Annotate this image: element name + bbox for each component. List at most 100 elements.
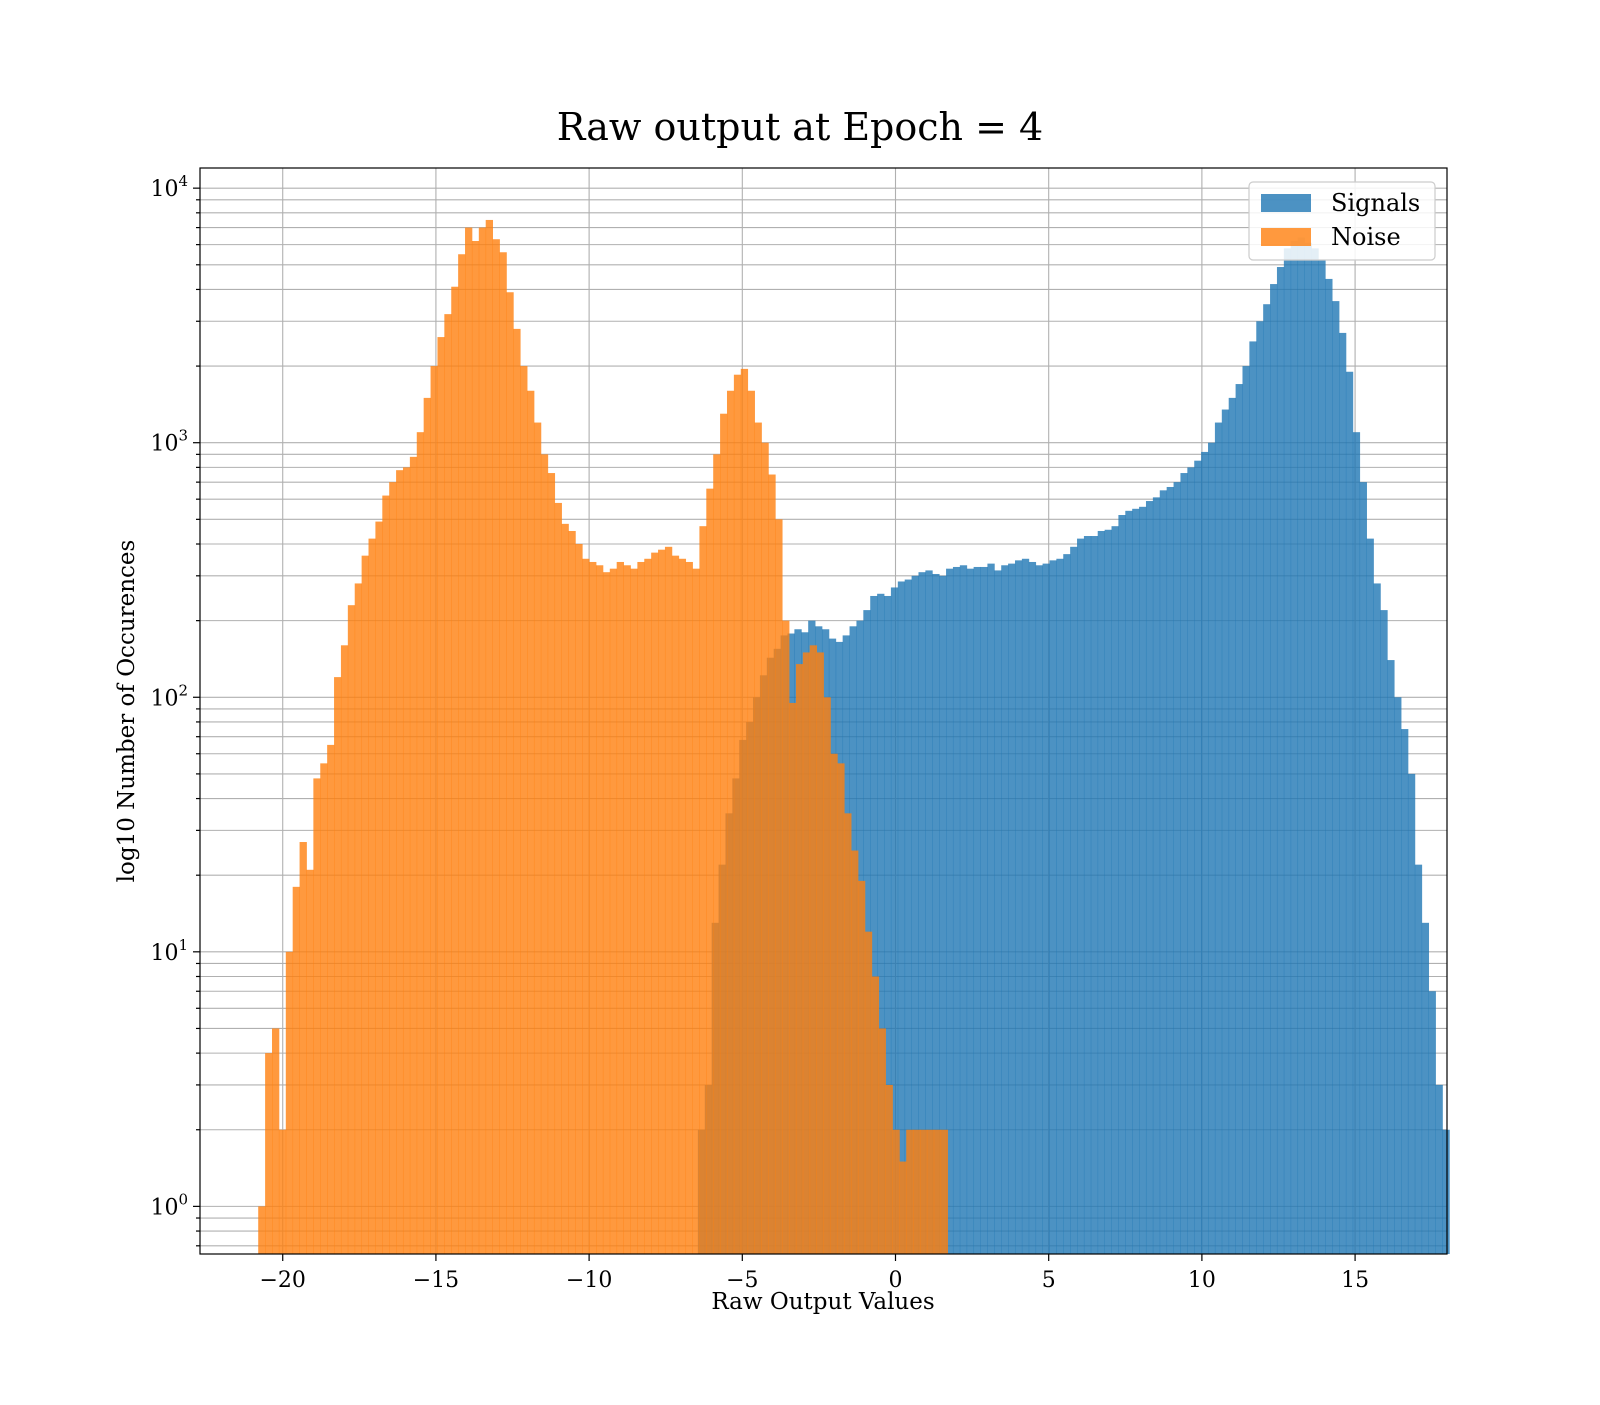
bar-noise [527, 390, 535, 1255]
bar-signals [1276, 267, 1285, 1254]
bar-signals [1070, 546, 1078, 1254]
bar-signals [1401, 729, 1409, 1254]
chart-title: Raw output at Epoch = 4 [557, 105, 1043, 149]
bar-noise [478, 227, 487, 1255]
bar-noise [899, 1161, 907, 1254]
bar-noise [844, 813, 852, 1254]
bar-signals [1083, 536, 1092, 1254]
bar-noise [596, 565, 604, 1254]
bar-signals [870, 595, 878, 1254]
x-tick-label: −15 [413, 1268, 459, 1293]
bar-signals [1077, 538, 1085, 1254]
bar-noise [582, 558, 590, 1254]
y-tick-label: 101 [150, 936, 188, 966]
bar-noise [285, 951, 294, 1254]
bar-signals [1008, 563, 1016, 1254]
bar-signals [1352, 432, 1361, 1254]
bar-noise [692, 568, 700, 1254]
bar-noise [885, 1084, 893, 1254]
bar-noise [575, 544, 583, 1254]
bar-noise [278, 1129, 287, 1254]
bar-noise [602, 572, 611, 1254]
bar-signals [1435, 1084, 1443, 1254]
bar-signals [1063, 554, 1071, 1254]
bar-noise [368, 538, 376, 1254]
bar-noise [258, 1206, 266, 1254]
bar-signals [890, 587, 899, 1254]
bar-noise [713, 454, 721, 1254]
bar-signals [1373, 583, 1381, 1254]
bar-noise [499, 252, 507, 1255]
bar-noise [658, 549, 666, 1254]
legend-swatch-signals [1261, 194, 1311, 212]
y-tick-label: 100 [150, 1190, 188, 1220]
bar-noise [823, 697, 831, 1254]
bar-noise [830, 753, 838, 1254]
bar-signals [1111, 526, 1119, 1254]
bar-noise [354, 583, 363, 1254]
bar-noise [416, 432, 425, 1254]
x-tick-label: 0 [889, 1268, 903, 1293]
bar-signals [1242, 366, 1250, 1254]
x-axis-label: Raw Output Values [711, 1289, 934, 1315]
bar-signals [1042, 563, 1050, 1254]
legend: Signals Noise [1248, 181, 1436, 261]
bar-signals [1338, 332, 1347, 1254]
bar-signals [946, 568, 954, 1254]
bar-noise [720, 413, 728, 1254]
bar-noise [892, 1129, 900, 1254]
bar-signals [904, 579, 912, 1254]
bar-signals [1270, 284, 1278, 1254]
bar-noise [761, 442, 769, 1254]
bar-signals [1414, 864, 1423, 1254]
bar-noise [637, 561, 645, 1254]
bar-noise [458, 254, 466, 1254]
bar-noise [678, 558, 687, 1254]
bar-noise [409, 456, 418, 1254]
x-axis: −20 −15 −10 −5 0 5 10 15 [260, 1254, 1369, 1293]
bar-signals [1028, 561, 1037, 1254]
bar-signals [1283, 248, 1292, 1254]
bar-signals [1228, 397, 1236, 1254]
bar-signals [1325, 278, 1333, 1255]
y-axis: 100 101 102 103 104 [150, 172, 200, 1247]
bar-noise [568, 530, 576, 1254]
bar-noise [327, 744, 335, 1254]
bar-noise [789, 702, 797, 1254]
bar-signals [1221, 409, 1230, 1254]
bar-noise [402, 467, 411, 1254]
bar-noise [782, 620, 790, 1254]
bar-signals [1159, 490, 1168, 1255]
bar-noise [664, 546, 673, 1254]
bar-noise [265, 1053, 273, 1254]
y-tick-label: 102 [150, 681, 188, 711]
bar-signals [1256, 321, 1264, 1254]
bar-noise [547, 473, 556, 1254]
bar-noise [554, 502, 562, 1254]
legend-swatch-noise [1261, 228, 1311, 246]
bar-noise [733, 374, 742, 1254]
x-tick-label: 5 [1042, 1268, 1056, 1293]
bar-signals [1442, 1129, 1450, 1254]
bar-noise [837, 763, 845, 1254]
bar-noise [375, 521, 383, 1254]
bar-noise [423, 397, 431, 1254]
bar-signals [1366, 538, 1374, 1254]
bar-signals [1049, 560, 1057, 1254]
bar-signals [877, 593, 885, 1254]
bar-noise [878, 1028, 886, 1254]
bar-signals [973, 566, 981, 1254]
bar-signals [884, 595, 892, 1254]
bar-signals [959, 565, 968, 1254]
bar-noise [795, 664, 804, 1254]
bar-signals [1318, 260, 1326, 1255]
bar-signals [939, 575, 947, 1254]
bar-noise [561, 523, 569, 1254]
bar-signals [1014, 560, 1023, 1254]
bar-signals [1311, 248, 1319, 1254]
bar-noise [802, 652, 811, 1254]
bar-noise [485, 219, 494, 1255]
bar-signals [1090, 536, 1099, 1254]
